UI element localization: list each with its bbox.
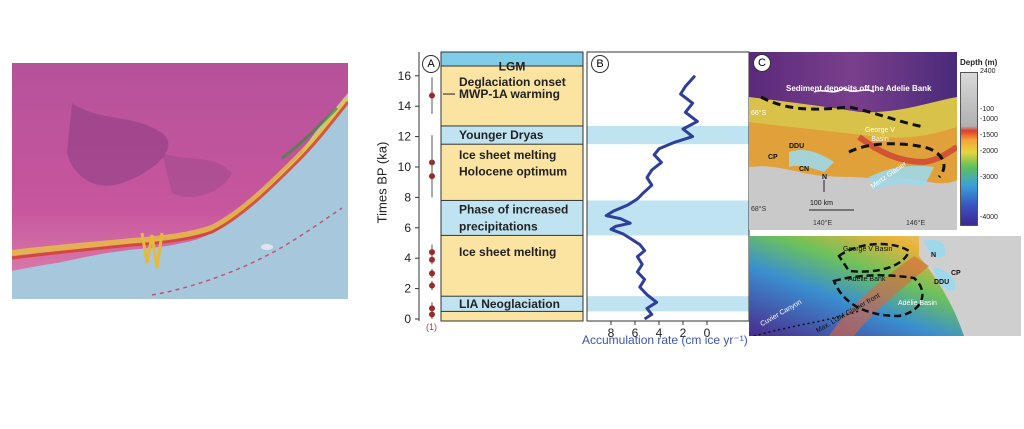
lia-band-b [587,296,749,312]
footnote: (1) [426,322,437,332]
colorbar-title: Depth (m) [960,58,998,67]
event-label: Holocene optimum [459,165,567,179]
y-tick-label: 10 [398,160,412,174]
date-point [429,256,435,263]
event-label: LGM [499,60,526,74]
y-axis-label: Times BP (ka) [374,141,390,224]
panel-b-frame [586,51,750,322]
lower-cp: CP [951,270,961,277]
lon-140: 140°E [813,220,833,227]
date-point [429,311,435,318]
colorbar-tick: 2400 [980,68,996,75]
event-label: Ice sheet melting [459,148,556,162]
colorbar-tick: -1000 [980,116,998,123]
lon-146: 146°E [906,220,926,227]
panel-a-timeline: 0 2 4 6 8 10 12 14 16 LGM Deglaciation onset MWP-1A… [375,48,585,348]
event-label: MWP-1A warming [459,87,560,101]
colorbar-tick: -1500 [980,132,998,139]
ddu-label: DDU [789,143,805,150]
younger-dryas-band-b [587,125,749,145]
panel-c-letter: C [753,54,771,72]
lgm-band [440,51,584,67]
colorbar-tick: -3000 [980,174,998,181]
accumulation-curve [604,74,699,321]
lower-adelie-bank: Adélie Bank [848,276,886,283]
lower-ddu: DDU [934,279,950,286]
lat-66: 66°S [751,110,767,117]
y-tick-label: 14 [398,99,412,113]
x-tick-label: 0 [704,326,711,340]
event-label: Phase of increased [459,203,568,217]
timeline-column [440,51,584,322]
colorbar-tick: -2000 [980,148,998,155]
y-tick-label: 0 [404,312,411,326]
cp-label: CP [768,154,778,161]
y-tick-label: 6 [404,221,411,235]
date-point [429,173,435,180]
event-label: precipitations [459,219,538,233]
panel-b-accumulation: 8 6 4 2 0 [583,48,753,348]
cn-label: CN [799,166,810,173]
lower-adelie-basin: Adélie Basin [898,300,937,307]
y-tick-label: 4 [404,251,411,265]
x-axis-label: Accumulation rate (cm ice yr⁻¹) [582,333,748,347]
lat-68: 68°S [751,206,767,213]
date-point [429,92,435,99]
colorbar-tick: -4000 [980,214,998,221]
x-tick-label: 6 [632,326,639,340]
y-tick-label: 8 [404,190,411,204]
north-label: N [822,174,828,181]
event-label: LIA Neoglaciation [459,297,560,311]
event-label: Deglaciation onset [459,75,566,89]
colorbar-tick: -100 [980,106,995,113]
precipitation-band [440,199,584,236]
depth-colorbar: Depth (m) 2400 -100 -1000 -1500 -2000 -3000 -4… [960,58,1020,228]
x-tick-label: 2 [680,326,687,340]
y-tick-label: 2 [404,282,411,296]
event-label: Younger Dryas [459,128,544,142]
date-point [429,249,435,256]
event-label: Ice sheet melting [459,245,556,259]
lia-band [440,295,584,312]
y-tick-label: 16 [398,69,412,83]
panel-c-map-lower [749,236,1021,337]
y-tick-label: 12 [398,130,412,144]
date-point [429,282,435,289]
panel-b-letter: B [591,55,609,73]
scale-label: 100 km [810,200,833,207]
x-tick-label: 4 [656,326,663,340]
lower-north: N [931,252,937,259]
date-point [429,270,435,277]
map-title: Sediment deposits off the Adelie Bank [786,84,932,93]
panel-a-letter: A [422,55,440,73]
date-point [429,305,435,312]
panel-c-map-upper [749,52,959,230]
lower-george-v-basin: George V Basin [843,246,893,253]
george-v-basin-label: George V Basin [865,127,895,143]
younger-dryas-band [440,125,584,145]
ice-model-map [11,63,351,299]
x-tick-label: 8 [608,326,615,340]
